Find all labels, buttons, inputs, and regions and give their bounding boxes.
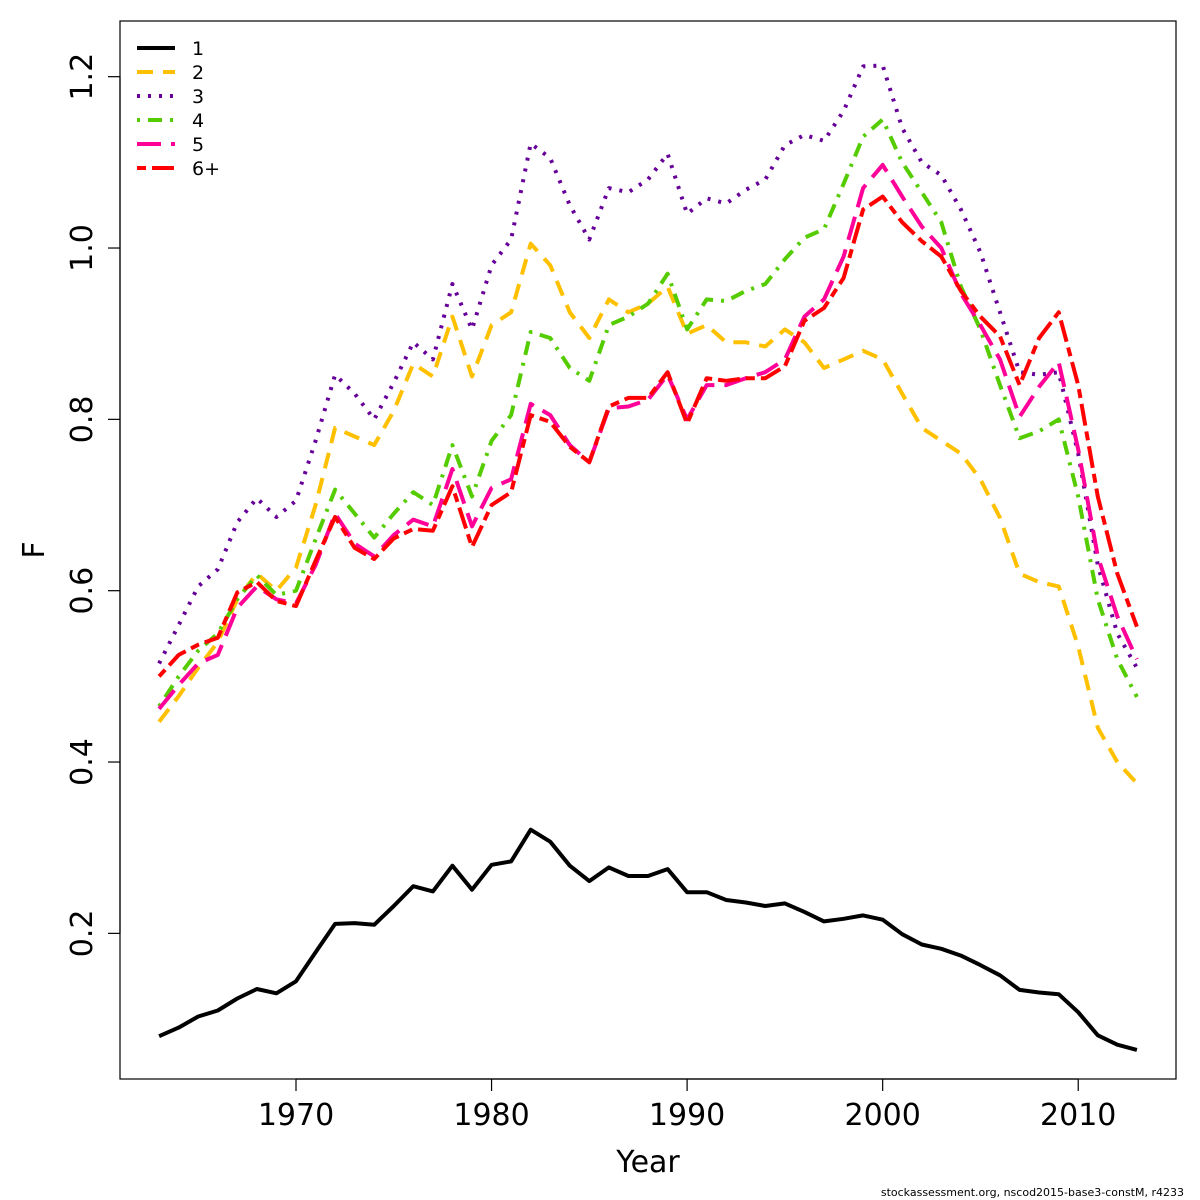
- footer-credit: stockassessment.org, nscod2015-base3-con…: [881, 1186, 1184, 1199]
- x-axis-title: Year: [615, 1145, 680, 1180]
- x-tick-label: 1990: [649, 1098, 725, 1133]
- series-line-5: [157, 162, 1139, 711]
- x-tick-label: 1970: [258, 1098, 334, 1133]
- x-tick-label: 2010: [1040, 1098, 1116, 1133]
- series-line-1: [158, 827, 1138, 1052]
- series-line-3: [157, 63, 1139, 669]
- series-group: [157, 63, 1139, 1052]
- y-tick-label: 1.2: [65, 53, 100, 101]
- series-line-2: [157, 241, 1139, 785]
- legend-label: 4: [192, 110, 204, 132]
- y-tick-label: 1.0: [65, 224, 100, 272]
- legend-label: 2: [192, 62, 204, 84]
- legend-label: 6+: [192, 158, 220, 180]
- legend-label: 1: [192, 38, 204, 60]
- x-tick-label: 2000: [844, 1098, 920, 1133]
- y-tick-label: 0.6: [65, 567, 100, 615]
- y-tick-label: 0.2: [65, 910, 100, 958]
- x-axis: 1970 1980 1990 2000 2010: [258, 1078, 1116, 1133]
- y-tick-label: 0.4: [65, 738, 100, 786]
- legend-label: 3: [192, 86, 204, 108]
- x-tick-label: 1980: [453, 1098, 529, 1133]
- legend-label: 5: [192, 134, 204, 156]
- y-tick-label: 0.8: [65, 395, 100, 443]
- y-axis-title: F: [17, 541, 52, 558]
- series-line-6: [157, 194, 1139, 678]
- y-axis: 0.2 0.4 0.6 0.8 1.0 1.2: [65, 53, 121, 958]
